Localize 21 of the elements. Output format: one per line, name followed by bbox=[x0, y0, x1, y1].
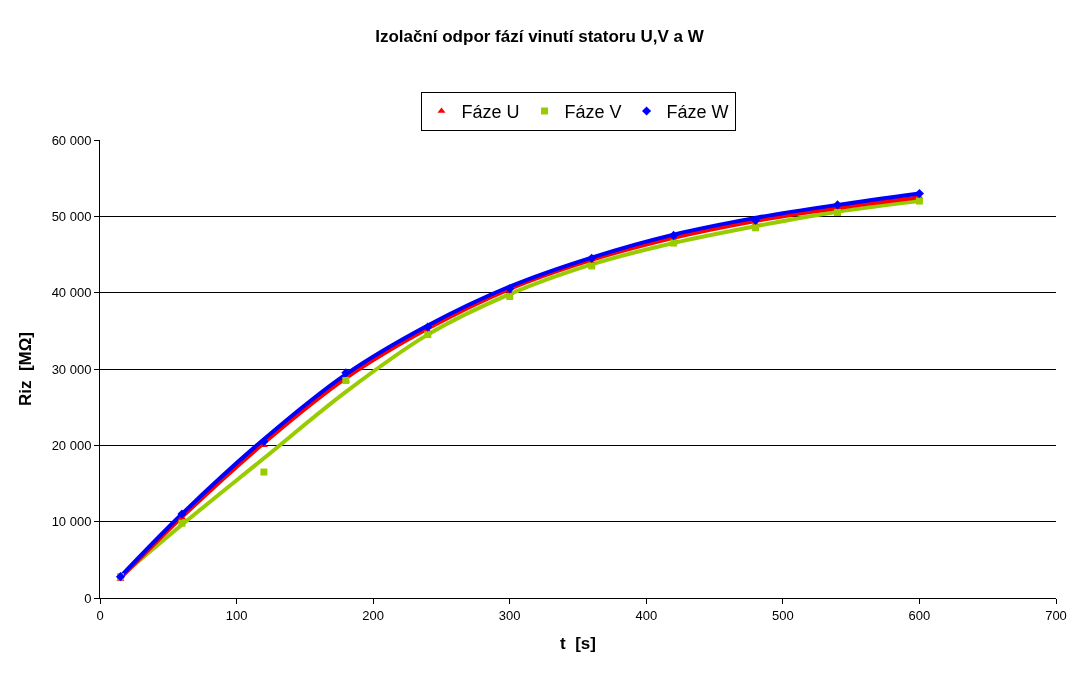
y-tick-label: 10 000 bbox=[51, 514, 92, 530]
x-tick-label: 500 bbox=[772, 607, 794, 623]
legend-label: Fáze W bbox=[666, 102, 729, 123]
x-axis-title: t [s] bbox=[560, 634, 596, 653]
x-tick-label: 200 bbox=[362, 607, 384, 623]
legend-label: Fáze U bbox=[461, 102, 520, 123]
x-tick-label: 600 bbox=[908, 607, 931, 623]
legend-label: Fáze V bbox=[564, 102, 622, 123]
x-tick-label: 700 bbox=[1045, 607, 1067, 623]
y-tick-label: 40 000 bbox=[51, 285, 92, 301]
y-tick-label: 30 000 bbox=[51, 361, 92, 377]
chart-title: Izolační odpor fází vinutí statoru U,V a W bbox=[375, 27, 705, 47]
y-axis-title: Riz [MΩ] bbox=[16, 331, 36, 407]
y-tick-label: 0 bbox=[84, 590, 92, 606]
y-tick-label: 50 000 bbox=[51, 208, 92, 224]
x-tick-label: 0 bbox=[96, 607, 104, 623]
x-tick-label: 100 bbox=[225, 607, 248, 623]
y-tick-label: 20 000 bbox=[51, 437, 92, 453]
y-tick-label: 60 000 bbox=[51, 132, 92, 148]
x-tick-label: 300 bbox=[498, 607, 521, 623]
x-tick-label: 400 bbox=[635, 607, 658, 623]
